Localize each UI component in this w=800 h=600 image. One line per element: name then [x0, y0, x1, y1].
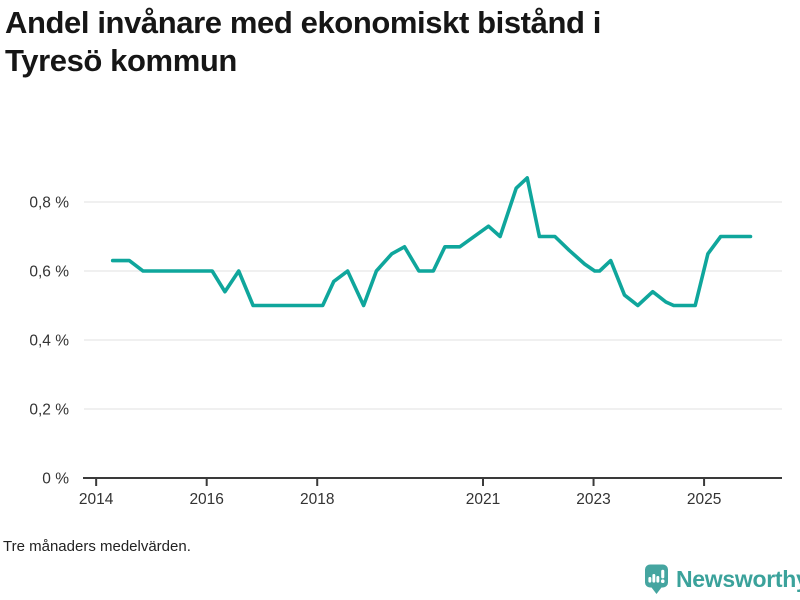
y-axis-tick-label: 0,6 %	[29, 264, 69, 281]
y-axis-tick-label: 0 %	[42, 471, 69, 488]
x-axis-tick-label-2023: 2023	[576, 491, 610, 508]
y-axis-tick-label: 0,8 %	[29, 195, 69, 212]
newsworthy-logo-text: Newsworthy	[676, 565, 800, 592]
y-axis-tick-label: 0,4 %	[29, 333, 69, 350]
newsworthy-logo: Newsworthy	[644, 562, 800, 596]
chart-title-line-2: Tyresö kommun	[5, 43, 237, 78]
x-axis-tick-label-2021: 2021	[466, 491, 500, 508]
x-axis-tick-label-2018: 2018	[300, 491, 334, 508]
y-axis-tick-label: 0,2 %	[29, 402, 69, 419]
chart-footnote: Tre månaders medelvärden.	[3, 538, 191, 555]
chart-title: Andel invånare med ekonomiskt bistånd i …	[5, 4, 785, 80]
x-axis-tick-label-2016: 2016	[189, 491, 223, 508]
chart-title-line-1: Andel invånare med ekonomiskt bistånd i	[5, 5, 601, 40]
data-line-ekonomiskt-bistand	[110, 176, 753, 308]
x-axis-tick-label-2014: 2014	[79, 491, 114, 508]
x-axis-tick-label-2025: 2025	[687, 491, 721, 508]
newsworthy-speech-bubble-barchart-icon	[645, 564, 668, 594]
